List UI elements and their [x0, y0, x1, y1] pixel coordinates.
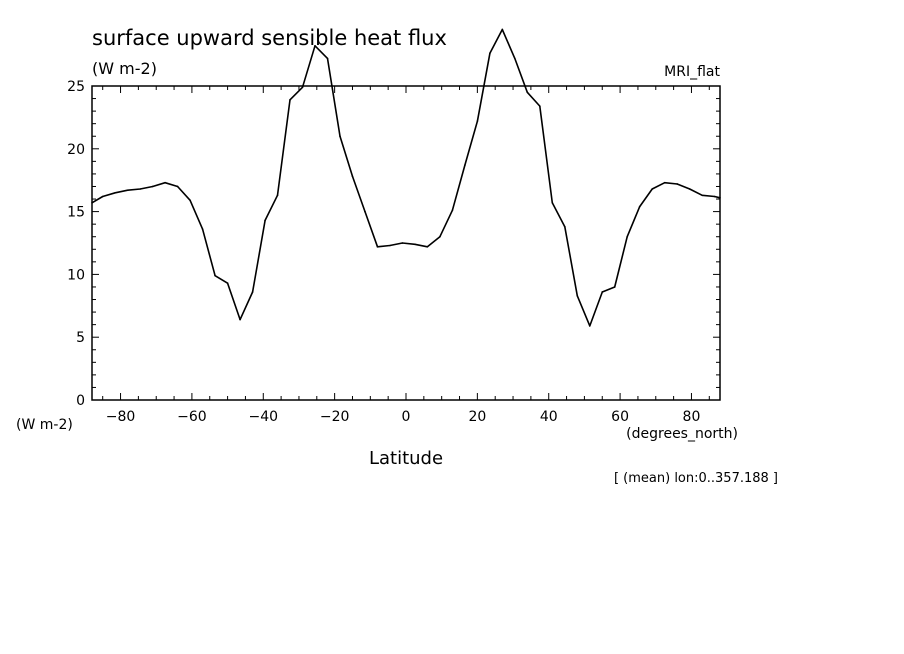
y-tick-label: 20 — [67, 142, 85, 158]
data-point — [713, 195, 716, 198]
data-point — [264, 219, 266, 222]
data-point — [314, 45, 316, 47]
data-point — [501, 28, 504, 31]
data-point — [351, 175, 354, 178]
data-point — [414, 243, 416, 246]
data-point — [663, 181, 666, 184]
data-point — [364, 210, 366, 213]
mean-annotation: [ (mean) lon:0..357.188 ] — [614, 471, 778, 486]
y-tick-label: 15 — [67, 205, 85, 221]
data-point — [576, 294, 579, 297]
data-point — [476, 120, 479, 122]
data-point — [526, 91, 529, 94]
data-point — [439, 235, 441, 238]
data-point — [91, 202, 93, 204]
units-label: (W m-2) — [92, 59, 157, 78]
data-point — [401, 242, 404, 244]
x-tick-label: 60 — [611, 409, 629, 425]
series-line — [91, 28, 721, 327]
y-tick-label: 5 — [76, 330, 85, 346]
data-point — [651, 188, 654, 190]
x-tick-label: 80 — [683, 409, 701, 425]
data-point — [151, 185, 154, 188]
chart-title: surface upward sensible heat flux — [92, 26, 447, 50]
y-tick-label: 0 — [76, 393, 85, 409]
data-point — [514, 57, 516, 60]
data-point — [226, 282, 229, 284]
data-point — [376, 245, 379, 248]
data-point — [719, 196, 721, 199]
data-point — [676, 183, 678, 185]
x-tick-label: −80 — [106, 409, 136, 425]
data-point — [563, 225, 566, 228]
x-tick-label: −20 — [320, 409, 350, 425]
series-points — [91, 28, 721, 327]
data-point — [601, 291, 604, 293]
x-tick-label: −60 — [177, 409, 207, 425]
data-point — [688, 188, 691, 190]
x-units-label: (degrees_north) — [626, 426, 738, 442]
data-point — [214, 274, 216, 277]
data-point — [326, 57, 329, 60]
data-point — [139, 188, 141, 190]
dataset-label: MRI_flat — [664, 64, 720, 80]
data-point — [588, 325, 591, 327]
data-point — [339, 135, 341, 138]
data-point — [301, 86, 304, 89]
x-tick-label: −40 — [248, 409, 278, 425]
data-point — [164, 181, 166, 184]
data-point — [239, 318, 241, 321]
data-point — [426, 245, 429, 248]
data-point — [189, 199, 191, 202]
data-point — [613, 286, 616, 288]
data-point — [114, 191, 116, 194]
y-units-label: (W m-2) — [16, 417, 73, 433]
y-tick-label: 10 — [67, 267, 85, 283]
axis-tick-labels: −80 −60 −40 −20 0 20 40 60 80 0 5 10 15 20 25 — [67, 79, 700, 425]
data-point — [701, 194, 703, 197]
x-tick-label: 0 — [402, 409, 411, 425]
data-point — [638, 205, 641, 208]
y-tick-label: 25 — [67, 79, 85, 95]
axis-ticks — [92, 85, 720, 401]
data-point — [626, 235, 629, 238]
x-axis-label: Latitude — [369, 448, 443, 469]
data-point — [101, 195, 104, 198]
data-point — [289, 99, 291, 101]
data-point — [176, 185, 179, 188]
data-point — [389, 244, 391, 247]
data-point — [464, 164, 466, 166]
x-tick-label: 40 — [540, 409, 558, 425]
x-tick-label: 20 — [468, 409, 486, 425]
data-point — [201, 228, 204, 230]
data-point — [251, 291, 254, 293]
data-point — [276, 194, 279, 197]
data-point — [551, 202, 554, 204]
data-point — [489, 52, 491, 55]
data-point — [539, 105, 541, 107]
data-point — [126, 189, 129, 192]
data-point — [451, 209, 454, 212]
